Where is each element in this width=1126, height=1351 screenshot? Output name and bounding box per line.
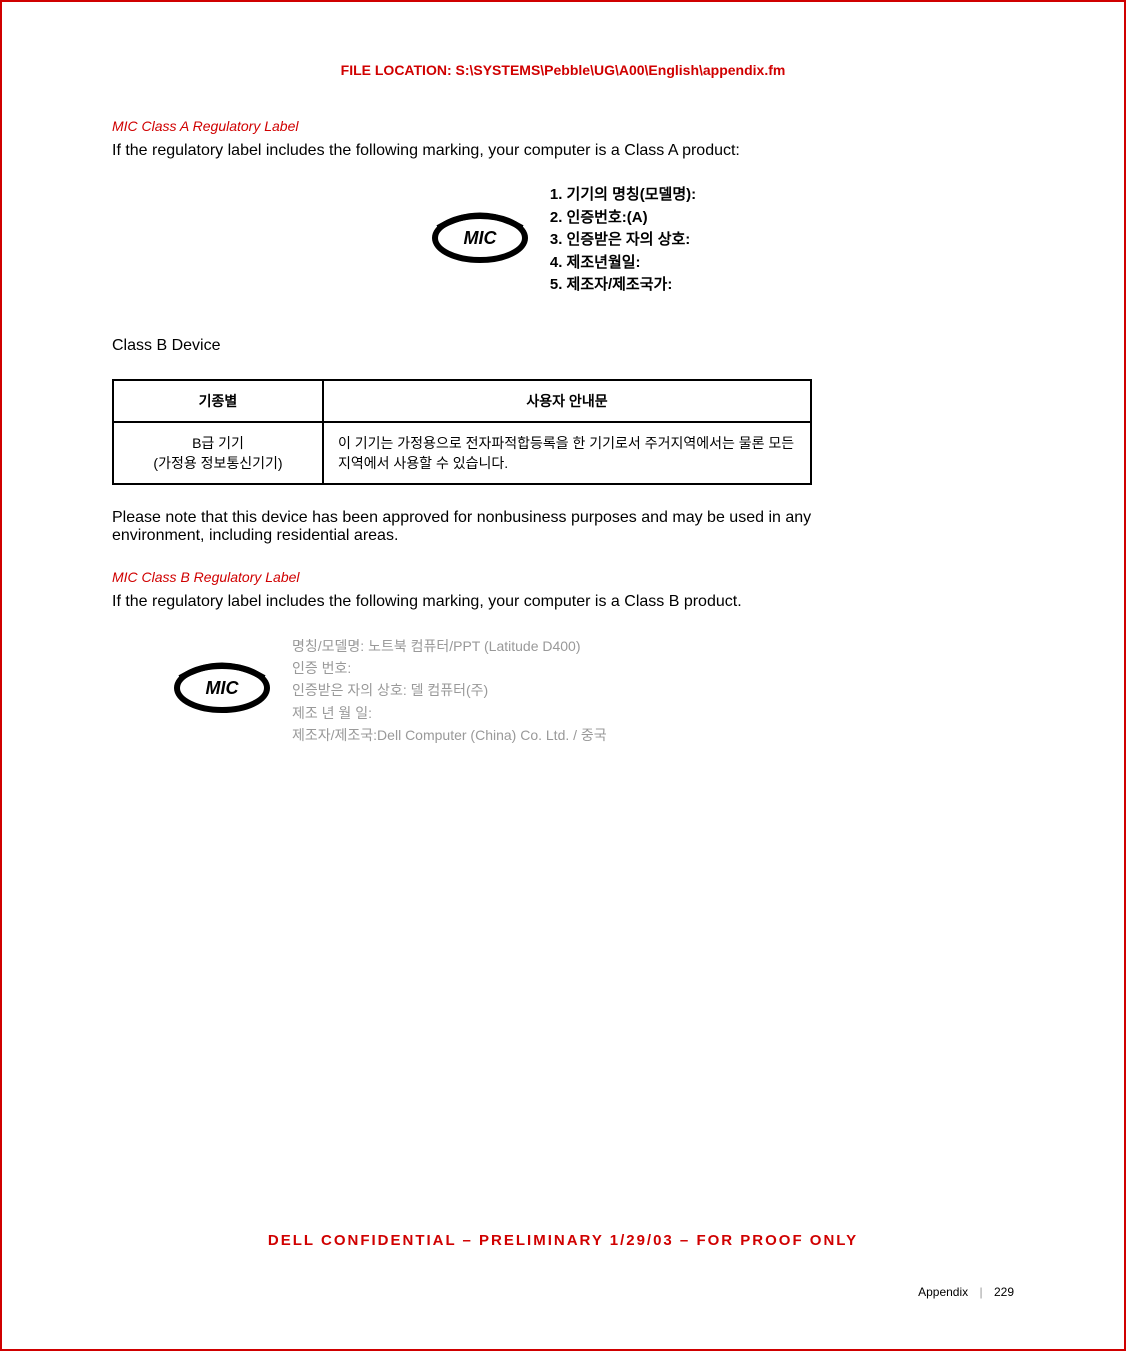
- mic-badge-icon: MIC: [430, 208, 530, 273]
- class-a-line-5: 5. 제조자/제조국가:: [550, 274, 696, 297]
- file-location-header: FILE LOCATION: S:\SYSTEMS\Pebble\UG\A00\…: [112, 62, 1014, 78]
- section-b-body: If the regulatory label includes the fol…: [112, 593, 812, 611]
- mic-class-b-table: 기종별 사용자 안내문 B급 기기 (가정용 정보통신기기) 이 기기는 가정용…: [112, 379, 812, 485]
- class-a-korean-list: 1. 기기의 명칭(모델명): 2. 인증번호:(A) 3. 인증받은 자의 상…: [550, 184, 696, 297]
- svg-text:MIC: MIC: [463, 228, 497, 248]
- class-a-line-2: 2. 인증번호:(A): [550, 207, 696, 230]
- mic-badge-icon-b: MIC: [172, 658, 272, 723]
- section-a-heading: MIC Class A Regulatory Label: [112, 118, 1014, 134]
- section-a-body: If the regulatory label includes the fol…: [112, 142, 812, 160]
- class-b-line-4: 제조 년 월 일:: [292, 702, 607, 724]
- class-b-gray-list: 명칭/모델명: 노트북 컴퓨터/PPT (Latitude D400) 인증 번…: [292, 635, 607, 747]
- class-b-device-heading: Class B Device: [112, 337, 1014, 355]
- class-a-line-1: 1. 기기의 명칭(모델명):: [550, 184, 696, 207]
- class-b-line-3: 인증받은 자의 상호: 델 컴퓨터(주): [292, 679, 607, 701]
- footer-page-number: 229: [994, 1285, 1014, 1299]
- page-footer: Appendix | 229: [918, 1285, 1014, 1299]
- section-b-heading: MIC Class B Regulatory Label: [112, 569, 1014, 585]
- footer-divider: |: [980, 1285, 983, 1299]
- confidential-footer: DELL CONFIDENTIAL – PRELIMINARY 1/29/03 …: [2, 1232, 1124, 1249]
- class-b-line-5: 제조자/제조국:Dell Computer (China) Co. Ltd. /…: [292, 724, 607, 746]
- table-header-0: 기종별: [113, 380, 323, 422]
- note-text: Please note that this device has been ap…: [112, 509, 812, 545]
- table-header-1: 사용자 안내문: [323, 380, 811, 422]
- svg-text:MIC: MIC: [206, 678, 240, 698]
- class-b-line-2: 인증 번호:: [292, 657, 607, 679]
- class-a-label-block: MIC 1. 기기의 명칭(모델명): 2. 인증번호:(A) 3. 인증받은 …: [112, 184, 1014, 297]
- table-cell-1: 이 기기는 가정용으로 전자파적합등록을 한 기기로서 주거지역에서는 물론 모…: [323, 422, 811, 484]
- class-b-line-1: 명칭/모델명: 노트북 컴퓨터/PPT (Latitude D400): [292, 635, 607, 657]
- table-cell-0: B급 기기 (가정용 정보통신기기): [113, 422, 323, 484]
- class-a-line-4: 4. 제조년월일:: [550, 252, 696, 275]
- class-b-label-block: MIC 명칭/모델명: 노트북 컴퓨터/PPT (Latitude D400) …: [172, 635, 1014, 747]
- class-a-line-3: 3. 인증받은 자의 상호:: [550, 229, 696, 252]
- footer-section: Appendix: [918, 1285, 968, 1299]
